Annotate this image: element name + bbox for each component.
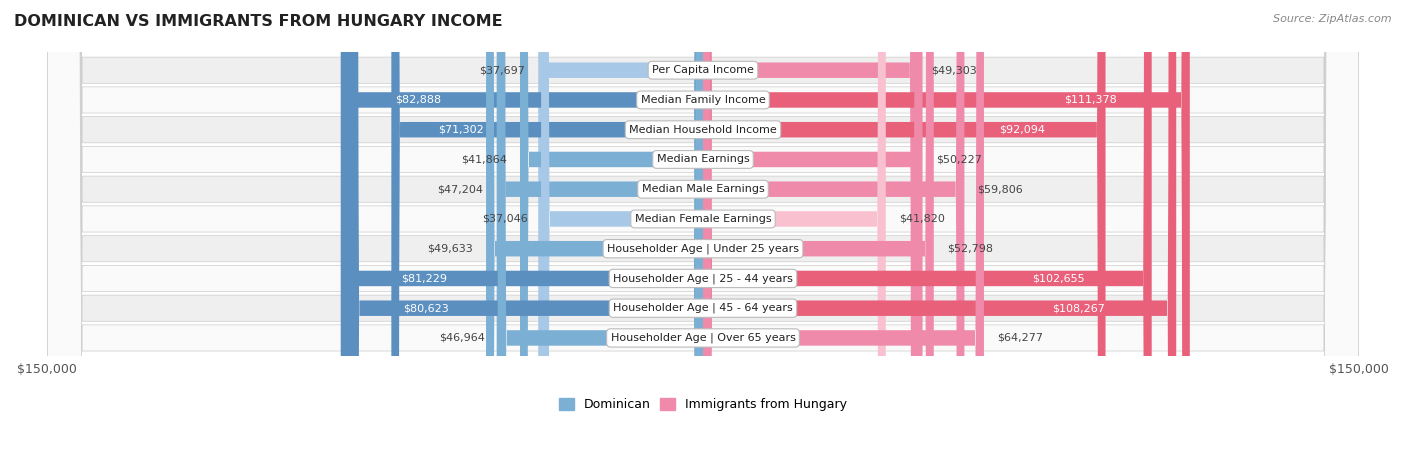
Text: Householder Age | Over 65 years: Householder Age | Over 65 years <box>610 333 796 343</box>
Text: $92,094: $92,094 <box>1000 125 1045 134</box>
Text: Per Capita Income: Per Capita Income <box>652 65 754 75</box>
FancyBboxPatch shape <box>703 0 1189 467</box>
FancyBboxPatch shape <box>703 0 1105 467</box>
FancyBboxPatch shape <box>350 0 703 467</box>
Text: Source: ZipAtlas.com: Source: ZipAtlas.com <box>1274 14 1392 24</box>
Text: $64,277: $64,277 <box>997 333 1043 343</box>
FancyBboxPatch shape <box>498 0 703 467</box>
FancyBboxPatch shape <box>48 0 1358 467</box>
FancyBboxPatch shape <box>48 0 1358 467</box>
FancyBboxPatch shape <box>48 0 1358 467</box>
Text: $41,864: $41,864 <box>461 155 508 164</box>
FancyBboxPatch shape <box>703 0 934 467</box>
FancyBboxPatch shape <box>347 0 703 467</box>
FancyBboxPatch shape <box>48 0 1358 467</box>
FancyBboxPatch shape <box>340 0 703 467</box>
FancyBboxPatch shape <box>703 0 1177 467</box>
Text: $102,655: $102,655 <box>1032 274 1084 283</box>
Text: $46,964: $46,964 <box>439 333 485 343</box>
Text: Householder Age | 45 - 64 years: Householder Age | 45 - 64 years <box>613 303 793 313</box>
FancyBboxPatch shape <box>703 0 922 467</box>
Text: $37,697: $37,697 <box>479 65 524 75</box>
Text: $47,204: $47,204 <box>437 184 484 194</box>
FancyBboxPatch shape <box>520 0 703 467</box>
Text: $82,888: $82,888 <box>395 95 441 105</box>
FancyBboxPatch shape <box>496 0 703 467</box>
Text: Householder Age | Under 25 years: Householder Age | Under 25 years <box>607 243 799 254</box>
Text: $49,633: $49,633 <box>427 244 472 254</box>
Text: Median Household Income: Median Household Income <box>628 125 778 134</box>
FancyBboxPatch shape <box>48 0 1358 467</box>
Text: Median Family Income: Median Family Income <box>641 95 765 105</box>
Text: Median Earnings: Median Earnings <box>657 155 749 164</box>
Text: DOMINICAN VS IMMIGRANTS FROM HUNGARY INCOME: DOMINICAN VS IMMIGRANTS FROM HUNGARY INC… <box>14 14 503 29</box>
Text: $71,302: $71,302 <box>439 125 484 134</box>
FancyBboxPatch shape <box>48 0 1358 467</box>
FancyBboxPatch shape <box>538 0 703 467</box>
Text: Median Female Earnings: Median Female Earnings <box>634 214 772 224</box>
Text: $52,798: $52,798 <box>946 244 993 254</box>
Text: Householder Age | 25 - 44 years: Householder Age | 25 - 44 years <box>613 273 793 283</box>
FancyBboxPatch shape <box>48 0 1358 467</box>
FancyBboxPatch shape <box>703 0 918 467</box>
Text: $80,623: $80,623 <box>404 303 449 313</box>
FancyBboxPatch shape <box>486 0 703 467</box>
Text: $111,378: $111,378 <box>1064 95 1116 105</box>
Text: $81,229: $81,229 <box>401 274 447 283</box>
Text: $41,820: $41,820 <box>898 214 945 224</box>
Text: $50,227: $50,227 <box>935 155 981 164</box>
FancyBboxPatch shape <box>541 0 703 467</box>
FancyBboxPatch shape <box>391 0 703 467</box>
Legend: Dominican, Immigrants from Hungary: Dominican, Immigrants from Hungary <box>554 393 852 416</box>
Text: Median Male Earnings: Median Male Earnings <box>641 184 765 194</box>
FancyBboxPatch shape <box>703 0 984 467</box>
FancyBboxPatch shape <box>703 0 965 467</box>
Text: $59,806: $59,806 <box>977 184 1024 194</box>
Text: $37,046: $37,046 <box>482 214 529 224</box>
FancyBboxPatch shape <box>703 0 886 467</box>
Text: $49,303: $49,303 <box>932 65 977 75</box>
FancyBboxPatch shape <box>703 0 1152 467</box>
FancyBboxPatch shape <box>48 0 1358 467</box>
Text: $108,267: $108,267 <box>1052 303 1105 313</box>
FancyBboxPatch shape <box>48 0 1358 467</box>
FancyBboxPatch shape <box>48 0 1358 467</box>
